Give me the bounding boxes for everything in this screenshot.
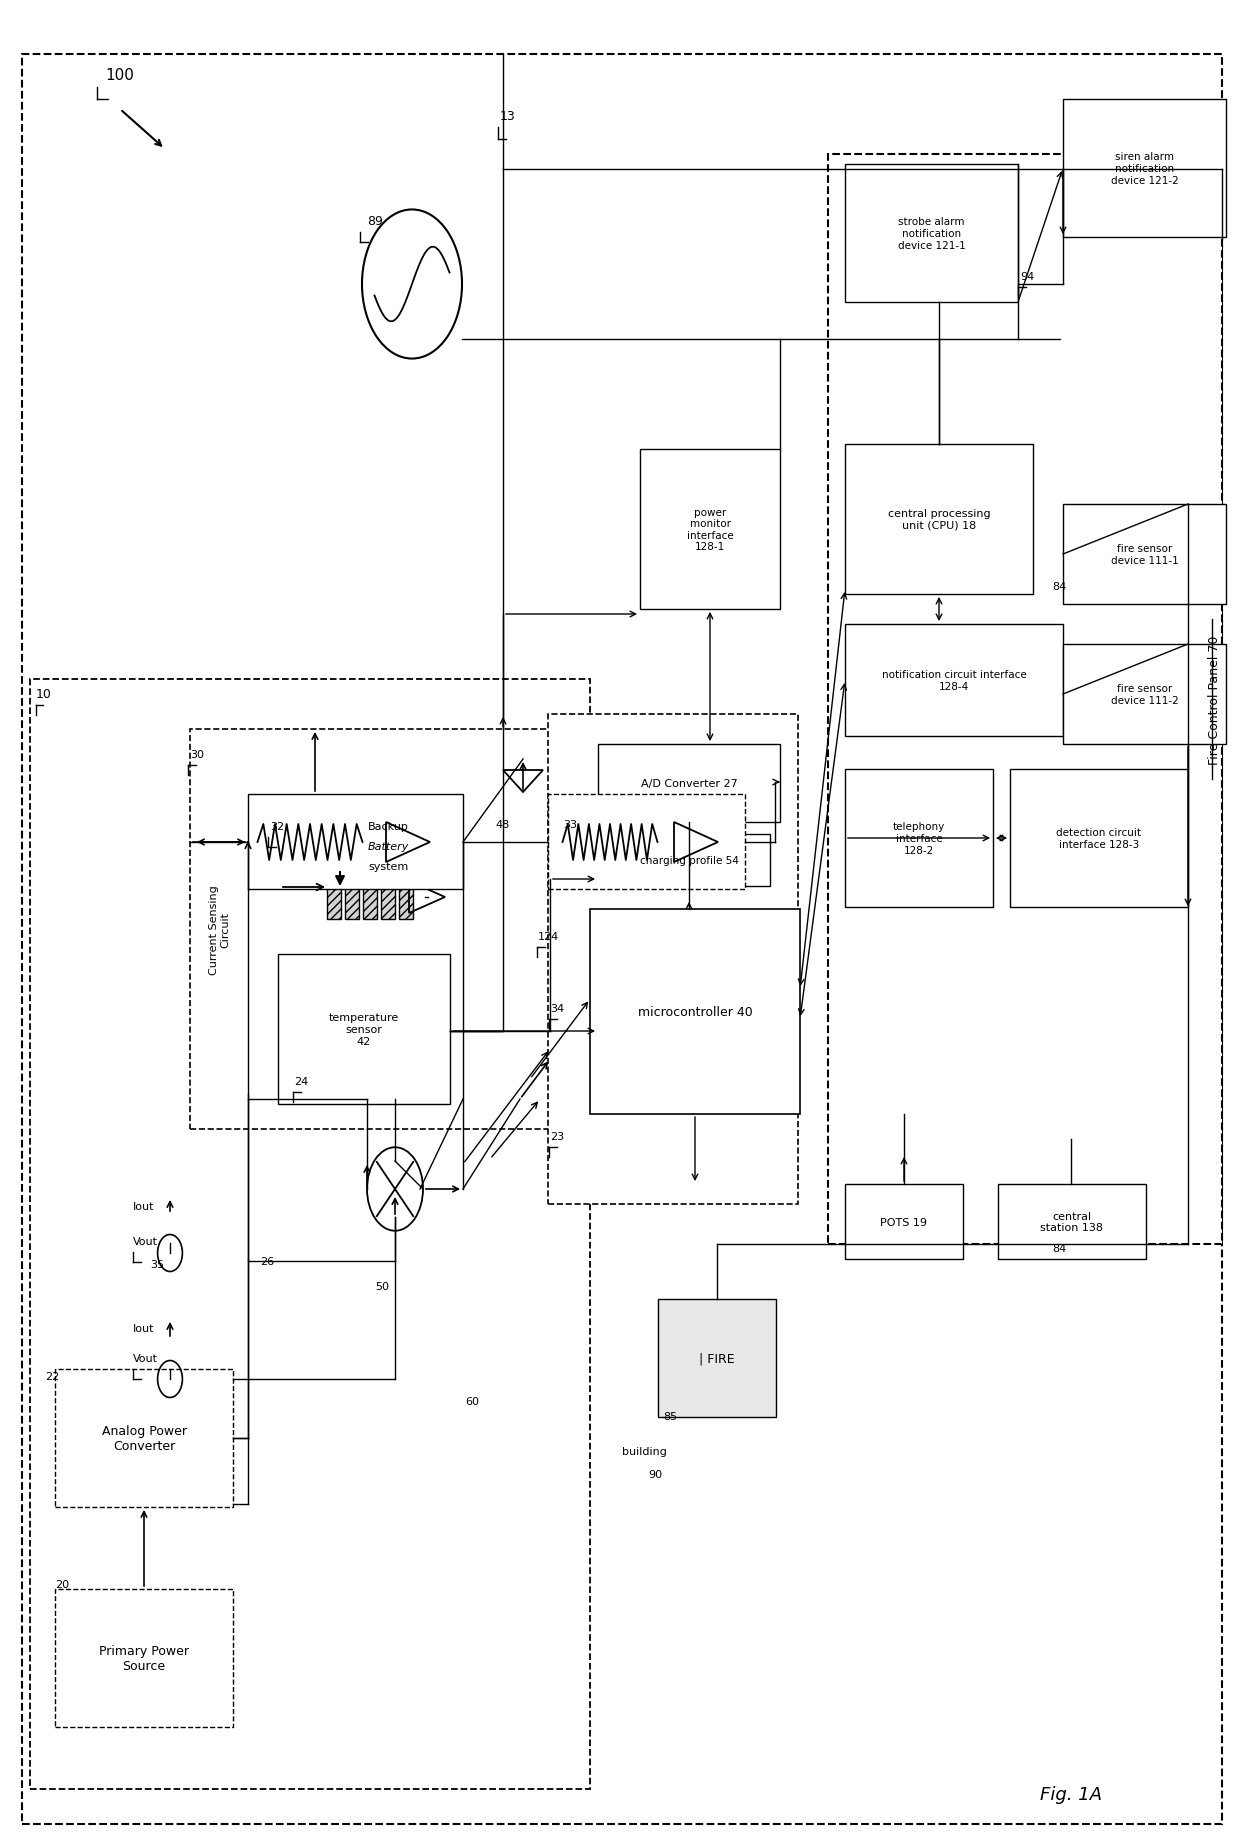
FancyBboxPatch shape: [828, 155, 1221, 1244]
FancyBboxPatch shape: [844, 769, 993, 907]
Text: charging profile 54: charging profile 54: [640, 856, 739, 865]
Text: 22: 22: [45, 1371, 60, 1380]
Text: 34: 34: [551, 1003, 564, 1013]
Text: central
station 138: central station 138: [1040, 1210, 1104, 1233]
Text: 100: 100: [105, 68, 134, 83]
FancyBboxPatch shape: [608, 835, 770, 887]
Text: 10: 10: [36, 687, 52, 700]
FancyBboxPatch shape: [55, 1589, 233, 1728]
Text: central processing
unit (CPU) 18: central processing unit (CPU) 18: [888, 508, 991, 530]
FancyBboxPatch shape: [327, 865, 341, 920]
Text: 50: 50: [374, 1281, 389, 1292]
Text: building: building: [622, 1447, 667, 1456]
Text: microcontroller 40: microcontroller 40: [637, 1005, 753, 1018]
Text: Vout: Vout: [133, 1353, 157, 1364]
Text: Primary Power
Source: Primary Power Source: [99, 1645, 188, 1672]
Text: 33: 33: [563, 819, 577, 830]
Text: Fire Control Panel 70: Fire Control Panel 70: [1209, 636, 1221, 765]
FancyBboxPatch shape: [1063, 505, 1226, 604]
FancyBboxPatch shape: [844, 445, 1033, 595]
FancyBboxPatch shape: [844, 1185, 963, 1258]
Text: 20: 20: [55, 1580, 69, 1589]
Text: strobe alarm
notification
device 121-1: strobe alarm notification device 121-1: [898, 218, 966, 251]
FancyBboxPatch shape: [1063, 645, 1226, 745]
FancyBboxPatch shape: [548, 715, 799, 1205]
FancyBboxPatch shape: [844, 625, 1063, 737]
Text: fire sensor
device 111-2: fire sensor device 111-2: [1111, 684, 1178, 706]
FancyBboxPatch shape: [278, 954, 450, 1105]
FancyBboxPatch shape: [1063, 100, 1226, 238]
FancyBboxPatch shape: [998, 1185, 1146, 1258]
Text: 30: 30: [190, 750, 205, 760]
FancyBboxPatch shape: [381, 865, 396, 920]
Text: POTS 19: POTS 19: [880, 1216, 928, 1227]
Text: notification circuit interface
128-4: notification circuit interface 128-4: [882, 669, 1027, 691]
Text: 90: 90: [649, 1469, 662, 1478]
Text: 48: 48: [495, 819, 510, 830]
Text: Fig. 1A: Fig. 1A: [1040, 1785, 1102, 1804]
Text: 85: 85: [663, 1412, 677, 1421]
Text: | FIRE: | FIRE: [699, 1351, 735, 1366]
Text: 84: 84: [1052, 1244, 1066, 1253]
Text: Iout: Iout: [133, 1201, 155, 1210]
Text: A/D Converter 27: A/D Converter 27: [641, 778, 738, 789]
Text: 60: 60: [465, 1397, 479, 1406]
FancyBboxPatch shape: [640, 449, 780, 610]
Text: system: system: [368, 861, 408, 872]
FancyBboxPatch shape: [55, 1369, 233, 1508]
Text: Analog Power
Converter: Analog Power Converter: [102, 1425, 186, 1453]
Text: Backup: Backup: [368, 822, 409, 832]
Text: fire sensor
device 111-1: fire sensor device 111-1: [1111, 543, 1178, 565]
FancyBboxPatch shape: [345, 865, 360, 920]
Text: 89: 89: [367, 214, 383, 227]
FancyBboxPatch shape: [190, 730, 570, 1129]
FancyBboxPatch shape: [30, 680, 590, 1789]
Text: Battery: Battery: [368, 841, 409, 852]
FancyBboxPatch shape: [844, 164, 1018, 303]
Text: siren alarm
notification
device 121-2: siren alarm notification device 121-2: [1111, 152, 1178, 185]
Text: 94: 94: [1021, 272, 1034, 283]
FancyBboxPatch shape: [548, 795, 745, 889]
Text: power
monitor
interface
128-1: power monitor interface 128-1: [687, 508, 733, 553]
Text: Current Sensing
Circuit: Current Sensing Circuit: [210, 885, 231, 974]
Text: 13: 13: [500, 109, 516, 124]
Text: 124: 124: [538, 931, 559, 941]
Text: 32: 32: [270, 822, 284, 832]
FancyBboxPatch shape: [598, 745, 780, 822]
Text: 24: 24: [294, 1076, 309, 1087]
FancyBboxPatch shape: [1011, 769, 1188, 907]
FancyBboxPatch shape: [363, 865, 377, 920]
Text: telephony
interface
128-2: telephony interface 128-2: [893, 822, 945, 856]
Text: 26: 26: [260, 1257, 274, 1266]
FancyBboxPatch shape: [658, 1299, 776, 1417]
Text: 23: 23: [551, 1131, 564, 1142]
Text: detection circuit
interface 128-3: detection circuit interface 128-3: [1056, 828, 1142, 850]
Text: Vout: Vout: [133, 1236, 157, 1246]
FancyBboxPatch shape: [248, 795, 463, 889]
Text: 35: 35: [150, 1258, 164, 1270]
FancyBboxPatch shape: [399, 865, 413, 920]
FancyBboxPatch shape: [22, 55, 1221, 1824]
FancyBboxPatch shape: [590, 909, 800, 1114]
Text: temperature
sensor
42: temperature sensor 42: [329, 1013, 399, 1046]
Text: 84: 84: [1052, 582, 1066, 591]
Text: Iout: Iout: [133, 1323, 155, 1332]
